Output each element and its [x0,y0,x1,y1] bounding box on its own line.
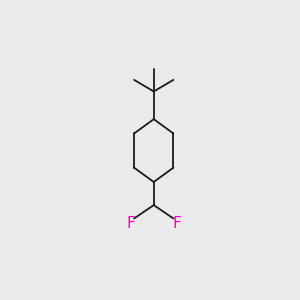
Text: F: F [126,216,135,231]
Text: F: F [172,216,181,231]
